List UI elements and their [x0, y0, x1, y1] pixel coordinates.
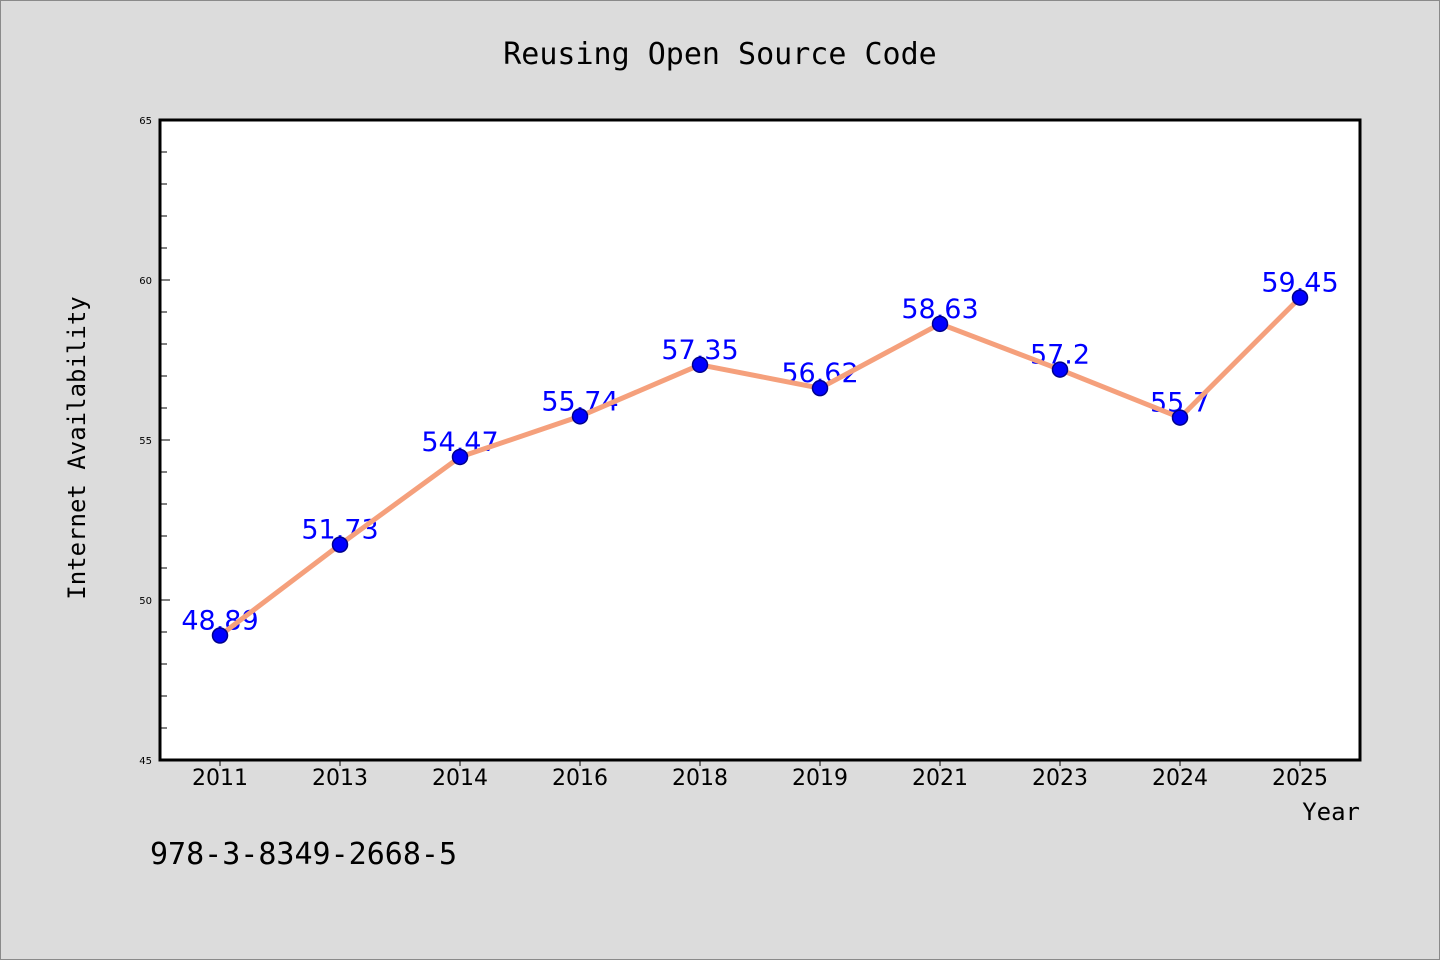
x-tick-label: 2025 [1272, 766, 1328, 791]
x-tick-label: 2011 [192, 766, 248, 791]
y-tick-label: 60 [139, 276, 152, 287]
y-tick-label: 45 [139, 756, 152, 767]
data-point-2024 [1171, 409, 1189, 426]
x-tick-label: 2019 [792, 766, 848, 791]
y-tick-label: 50 [139, 596, 152, 607]
y-tick-label: 65 [139, 116, 152, 127]
x-tick-label: 2013 [312, 766, 368, 791]
x-tick-label: 2014 [432, 766, 488, 791]
x-tick-labels: 2011 2013 2014 2016 2018 2019 2021 2023 2024 2025 [192, 766, 1328, 791]
series-line [217, 295, 1303, 638]
data-point-2014 [451, 448, 469, 466]
data-point-2021 [931, 315, 949, 333]
chart-title: Reusing Open Source Code [503, 37, 936, 72]
y-axis-label: Internet Availability [63, 296, 91, 599]
plot-frame [158, 118, 1362, 762]
x-tick-label: 2024 [1152, 766, 1208, 791]
x-tick-label: 2023 [1032, 766, 1088, 791]
y-tick-labels: 45 50 55 60 65 [139, 116, 152, 767]
y-tick-label: 55 [139, 436, 152, 447]
data-point-2013 [331, 536, 349, 553]
data-point-2019 [811, 379, 829, 397]
x-tick-label: 2018 [672, 766, 728, 791]
x-axis-label: Year [1302, 798, 1360, 826]
data-markers [211, 289, 1309, 644]
data-point-2023 [1051, 361, 1069, 378]
data-point-2025 [1291, 289, 1309, 306]
plot-area [160, 120, 1360, 760]
data-point-2011 [211, 627, 229, 644]
x-tick-label: 2016 [552, 766, 608, 791]
x-tick-label: 2021 [912, 766, 968, 791]
isbn-annotation: 978-3-8349-2668-5 [150, 837, 457, 872]
data-point-2016 [571, 408, 589, 425]
data-point-2018 [691, 356, 709, 374]
